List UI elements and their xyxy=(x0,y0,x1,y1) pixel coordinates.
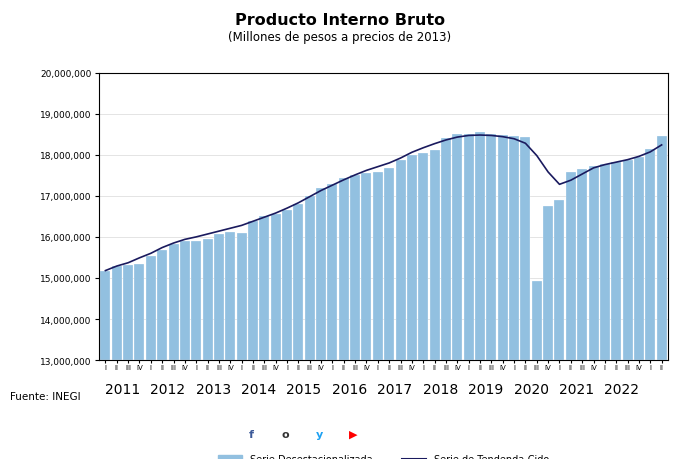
Bar xyxy=(623,161,632,360)
Text: f: f xyxy=(249,429,254,439)
Bar xyxy=(214,235,224,360)
Bar xyxy=(475,133,485,360)
Bar xyxy=(169,245,179,360)
Bar xyxy=(316,189,326,360)
Bar xyxy=(225,232,235,360)
Bar xyxy=(611,163,622,360)
Bar xyxy=(339,179,349,360)
Text: y: y xyxy=(316,429,323,439)
Bar xyxy=(135,264,144,360)
Bar xyxy=(259,217,269,360)
Bar xyxy=(362,174,371,360)
Bar xyxy=(123,265,133,360)
Bar xyxy=(543,207,553,360)
Bar xyxy=(418,153,428,360)
Text: $\mathbf{P}_{\mathbf{}}$: $\mathbf{P}_{\mathbf{}}$ xyxy=(339,18,341,23)
Bar xyxy=(157,251,167,360)
Bar xyxy=(441,139,451,360)
FancyBboxPatch shape xyxy=(318,417,386,453)
Text: o: o xyxy=(282,429,290,439)
Bar xyxy=(146,257,156,360)
Bar xyxy=(305,196,315,360)
Bar xyxy=(328,185,337,360)
Bar xyxy=(350,176,360,360)
Bar xyxy=(248,222,258,360)
Bar xyxy=(634,157,644,360)
Bar xyxy=(509,137,519,360)
FancyBboxPatch shape xyxy=(284,417,352,453)
Text: INEGI: INEGI xyxy=(408,427,446,441)
Bar xyxy=(452,135,462,360)
Bar xyxy=(396,161,405,360)
Text: Fuente: INEGI: Fuente: INEGI xyxy=(10,391,81,401)
Bar xyxy=(191,241,201,360)
Bar xyxy=(498,136,508,360)
Bar xyxy=(566,173,576,360)
Bar xyxy=(486,135,496,360)
Text: Informa: Informa xyxy=(473,427,521,441)
Bar xyxy=(282,210,292,360)
Bar xyxy=(373,173,383,360)
Bar xyxy=(532,282,542,360)
Bar xyxy=(203,239,213,360)
Bar xyxy=(554,201,564,360)
Bar xyxy=(237,233,247,360)
Bar xyxy=(657,137,666,360)
Bar xyxy=(384,168,394,360)
Bar xyxy=(588,167,598,360)
FancyBboxPatch shape xyxy=(216,417,284,453)
Text: Producto Interno Bruto: Producto Interno Bruto xyxy=(235,13,445,28)
Bar xyxy=(271,214,281,360)
Bar xyxy=(293,205,303,360)
Bar xyxy=(464,135,474,360)
Bar xyxy=(101,272,110,360)
Text: ▶: ▶ xyxy=(350,429,358,439)
Bar xyxy=(430,151,439,360)
Bar xyxy=(112,267,122,360)
Legend: Serie Desestacionalizada, Serie de Tendenda-Cido: Serie Desestacionalizada, Serie de Tende… xyxy=(218,454,549,459)
Bar xyxy=(407,156,417,360)
Bar xyxy=(600,164,610,360)
Bar xyxy=(577,170,587,360)
Text: (Millones de pesos a precios de 2013): (Millones de pesos a precios de 2013) xyxy=(228,31,452,44)
Bar xyxy=(645,149,656,360)
Bar xyxy=(180,241,190,360)
Bar xyxy=(520,138,530,360)
FancyBboxPatch shape xyxy=(250,417,318,453)
